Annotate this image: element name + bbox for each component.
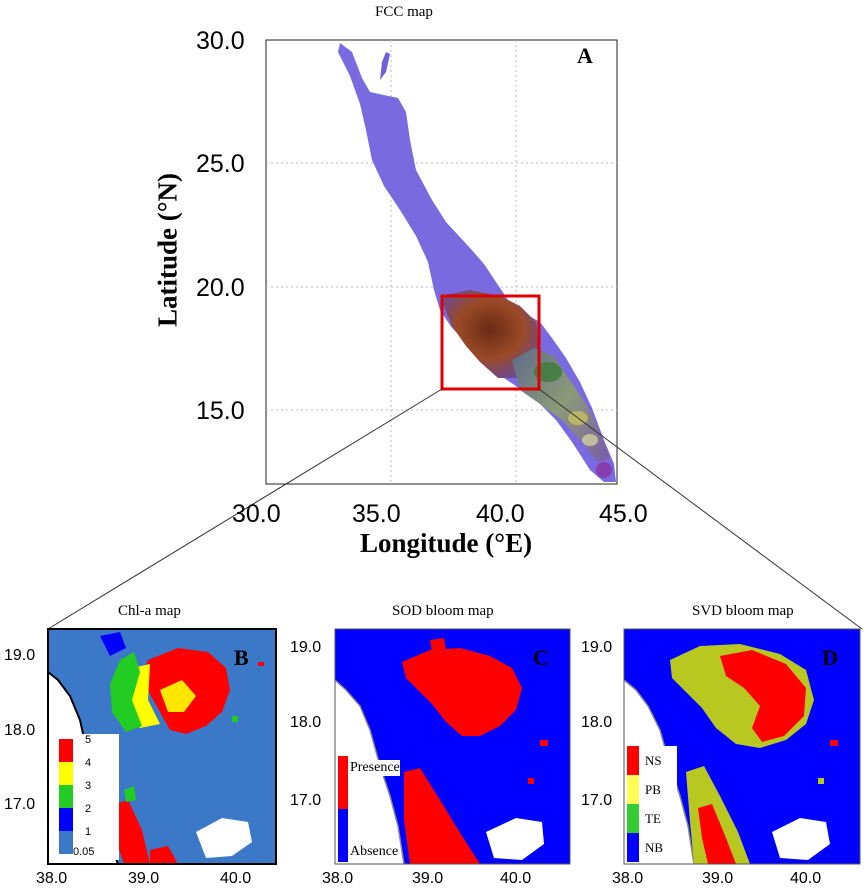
panel-d-x-tick: 40.0	[790, 870, 822, 887]
main-x-tick: 35.0	[352, 500, 401, 528]
panel-b-x-tick: 40.0	[220, 870, 252, 887]
panel-c-legend: Presence Absence	[338, 756, 410, 862]
legend-swatch-5	[59, 739, 73, 762]
panel-b-legend: 5 4 3 2 1 0.05	[55, 734, 119, 860]
legend-value: 2	[85, 803, 92, 815]
panel-b-x-tick: 38.0	[36, 870, 68, 887]
panel-d-title: SVD bloom map	[692, 603, 794, 619]
panel-b-y-tick: 19.0	[4, 647, 36, 664]
main-y-tick: 15.0	[196, 397, 245, 425]
legend-label-ns: NS	[645, 753, 662, 768]
panel-c-y-tick: 17.0	[290, 792, 322, 809]
legend-swatch-2	[59, 808, 73, 831]
legend-label-pb: PB	[645, 782, 661, 797]
panel-c-title: SOD bloom map	[392, 603, 494, 619]
panel-d-x-tick: 39.0	[702, 870, 734, 887]
panel-c-x-tick: 39.0	[412, 870, 444, 887]
panel-b-letter: B	[234, 645, 249, 670]
main-y-tick: 30.0	[196, 27, 245, 55]
panel-d-legend: NS PB TE NB	[627, 746, 677, 862]
panel-d-letter: D	[822, 645, 838, 670]
panel-b-x-tick: 39.0	[128, 870, 160, 887]
panel-d-y-tick: 18.0	[581, 714, 613, 731]
legend-swatch-te	[627, 804, 639, 833]
panel-d-y-tick: 19.0	[581, 639, 613, 656]
main-map-title: FCC map	[375, 4, 433, 20]
legend-value: 4	[85, 757, 92, 769]
legend-swatch-3	[59, 785, 73, 808]
zoom-highlight-box	[440, 294, 541, 391]
legend-value: 1	[85, 826, 92, 838]
panel-c-y-tick: 19.0	[290, 639, 322, 656]
main-x-tick: 45.0	[599, 500, 648, 528]
panel-b-y-tick: 17.0	[4, 796, 36, 813]
legend-swatch-1	[59, 831, 73, 854]
legend-swatch-nb	[627, 833, 639, 862]
panel-c-x-tick: 40.0	[500, 870, 532, 887]
legend-label-te: TE	[645, 811, 661, 826]
main-x-tick: 40.0	[476, 500, 525, 528]
panel-b-y-tick: 18.0	[4, 722, 36, 739]
legend-value: 0.05	[73, 846, 95, 858]
main-y-tick: 25.0	[196, 150, 245, 178]
main-x-tick: 30.0	[232, 500, 281, 528]
legend-value: 5	[85, 734, 92, 746]
legend-swatch-presence	[338, 756, 348, 809]
main-y-axis-label: Latitude (°N)	[152, 172, 183, 328]
main-map-panel-label: A	[577, 43, 593, 68]
main-y-tick: 20.0	[196, 274, 245, 302]
legend-swatch-4	[59, 762, 73, 785]
legend-label-presence: Presence	[350, 760, 400, 776]
panel-d-y-tick: 17.0	[581, 792, 613, 809]
legend-swatch-absence	[338, 809, 348, 862]
panel-c-letter: C	[533, 645, 549, 670]
panel-c-y-tick: 18.0	[290, 714, 322, 731]
legend-swatch-pb	[627, 775, 639, 804]
panel-b-title: Chl-a map	[118, 603, 181, 619]
legend-value: 3	[85, 780, 92, 792]
zoom-connector-lines	[47, 388, 863, 630]
legend-label-absence: Absence	[350, 844, 399, 860]
main-x-axis-label: Longitude (°E)	[360, 528, 533, 558]
panel-d-x-tick: 38.0	[612, 870, 644, 887]
legend-label-nb: NB	[645, 840, 664, 855]
legend-swatch-ns	[627, 746, 639, 775]
panel-c-x-tick: 38.0	[322, 870, 354, 887]
